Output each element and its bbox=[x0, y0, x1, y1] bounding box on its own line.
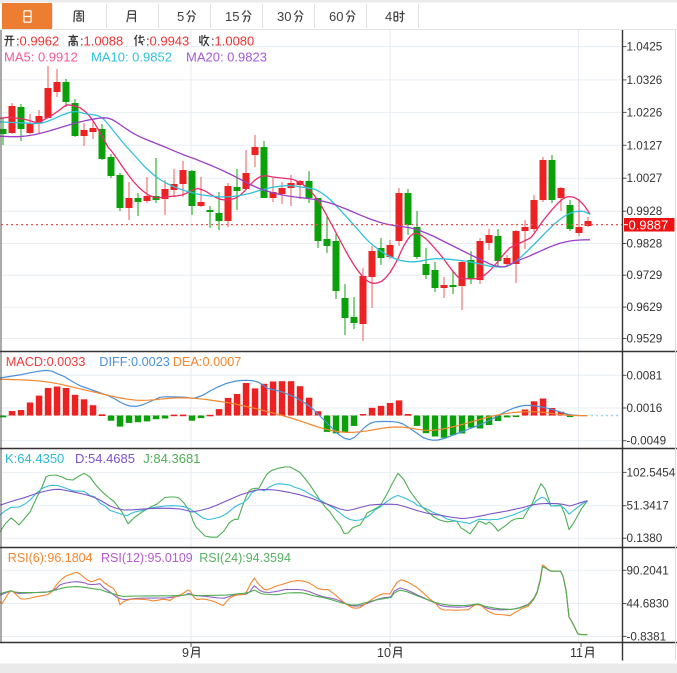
svg-text:15: 15 bbox=[225, 9, 239, 24]
svg-text:10: 10 bbox=[377, 646, 391, 660]
svg-text:MA10: 0.9852: MA10: 0.9852 bbox=[91, 50, 172, 65]
svg-text:0.9828: 0.9828 bbox=[627, 238, 663, 251]
svg-text:1.0425: 1.0425 bbox=[627, 41, 663, 54]
svg-text:RSI(24):94.3594: RSI(24):94.3594 bbox=[199, 551, 291, 565]
svg-text:44.6830: 44.6830 bbox=[627, 598, 670, 611]
svg-text:1.0226: 1.0226 bbox=[627, 106, 663, 119]
svg-text:0.9943: 0.9943 bbox=[150, 34, 190, 49]
svg-text:4: 4 bbox=[385, 9, 392, 24]
svg-text:51.3417: 51.3417 bbox=[627, 500, 669, 513]
svg-text:90.2041: 90.2041 bbox=[627, 564, 669, 577]
svg-text::: : bbox=[80, 34, 84, 49]
svg-text:1.0326: 1.0326 bbox=[627, 74, 663, 87]
svg-text:RSI(12):95.0109: RSI(12):95.0109 bbox=[101, 551, 193, 565]
svg-text:-0.8381: -0.8381 bbox=[627, 630, 667, 643]
svg-text:MACD:0.0033: MACD:0.0033 bbox=[6, 355, 86, 369]
svg-text:102.5454: 102.5454 bbox=[627, 466, 676, 479]
svg-text:30: 30 bbox=[277, 9, 291, 24]
svg-text:11: 11 bbox=[570, 646, 583, 660]
svg-text:DEA:0.0007: DEA:0.0007 bbox=[173, 355, 241, 369]
svg-text:MA20: 0.9823: MA20: 0.9823 bbox=[186, 50, 267, 65]
svg-text:0.9529: 0.9529 bbox=[627, 333, 663, 346]
svg-text:0.1380: 0.1380 bbox=[627, 532, 663, 545]
svg-text:1.0080: 1.0080 bbox=[215, 34, 255, 49]
svg-text:0.9729: 0.9729 bbox=[627, 269, 663, 282]
svg-text::: : bbox=[211, 34, 215, 49]
svg-text:MA5: 0.9912: MA5: 0.9912 bbox=[4, 49, 78, 64]
svg-text:1.0127: 1.0127 bbox=[627, 139, 663, 152]
svg-text:K:64.4350: K:64.4350 bbox=[5, 451, 64, 466]
svg-text:RSI(6):96.1804: RSI(6):96.1804 bbox=[8, 551, 93, 565]
svg-text::: : bbox=[16, 34, 20, 49]
svg-text:0.0081: 0.0081 bbox=[627, 369, 663, 382]
svg-text:9: 9 bbox=[182, 646, 189, 660]
svg-text:-0.0049: -0.0049 bbox=[627, 435, 667, 448]
svg-text:DIFF:0.0023: DIFF:0.0023 bbox=[99, 355, 170, 369]
svg-text:0.9962: 0.9962 bbox=[20, 34, 60, 49]
svg-text:J:84.3681: J:84.3681 bbox=[143, 451, 200, 466]
svg-text:0.9928: 0.9928 bbox=[627, 205, 663, 218]
svg-text:0.9629: 0.9629 bbox=[627, 301, 663, 314]
svg-text:0.9887: 0.9887 bbox=[629, 217, 669, 232]
svg-text:60: 60 bbox=[329, 9, 343, 24]
svg-text:D:54.4685: D:54.4685 bbox=[75, 451, 135, 466]
svg-text:1.0027: 1.0027 bbox=[627, 172, 663, 185]
svg-text:1.0088: 1.0088 bbox=[84, 34, 124, 49]
svg-text:0.0016: 0.0016 bbox=[627, 402, 663, 415]
svg-text::: : bbox=[146, 34, 150, 49]
svg-text:5: 5 bbox=[177, 9, 184, 24]
